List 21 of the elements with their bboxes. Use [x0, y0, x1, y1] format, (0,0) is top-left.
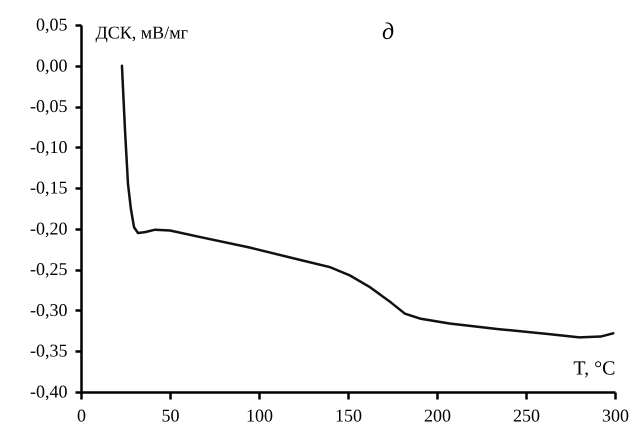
x-tick-label: 150 [335, 406, 362, 426]
x-tick-label: 0 [77, 406, 86, 426]
y-tick-label: -0,20 [30, 218, 68, 238]
y-tick-label: -0,15 [30, 178, 68, 198]
y-tick-label: -0,30 [30, 300, 68, 320]
y-tick-label: -0,10 [30, 136, 68, 157]
y-tick-label: 0,00 [36, 55, 68, 76]
line-series [120, 64, 614, 339]
chart-title: д [382, 19, 394, 45]
y-axis-title: ДСК, мВ/мг [96, 22, 188, 42]
x-tick-label: 200 [424, 406, 451, 426]
y-tick-label: -0,35 [30, 340, 68, 361]
x-tick-label: 300 [602, 406, 629, 426]
y-tick-label: 0,05 [36, 14, 68, 34]
x-tick-label: 250 [513, 406, 540, 426]
x-axis-title: T, °C [573, 358, 616, 380]
y-tick-label: -0,40 [30, 382, 68, 402]
x-tick-label: 50 [162, 406, 180, 426]
x-tick-label: 100 [246, 406, 273, 426]
y-tick-label: -0,25 [30, 259, 68, 280]
y-tick-label: -0,05 [30, 96, 68, 116]
